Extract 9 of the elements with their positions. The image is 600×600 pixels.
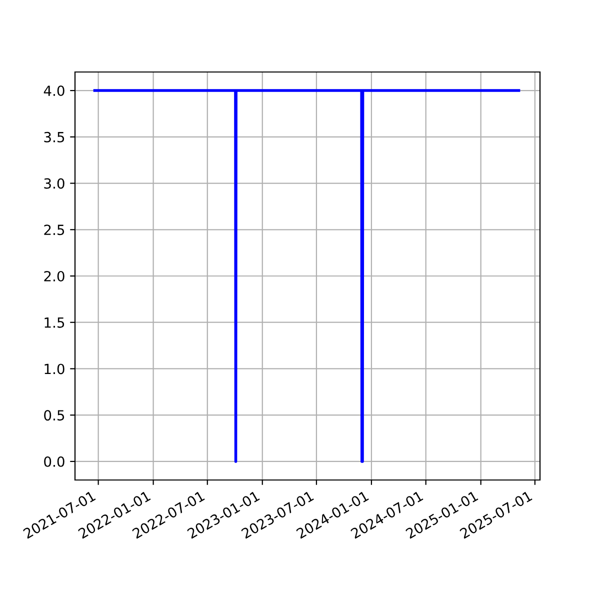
y-tick-label: 2.0 (44, 270, 64, 282)
y-tick-label: 3.5 (44, 132, 64, 142)
y-tick-label: 1.5 (44, 318, 64, 328)
y-tick-label: 2.5 (44, 224, 64, 236)
y-tick-label: 1.0 (44, 364, 64, 374)
y-tick-label: 3.0 (44, 178, 64, 189)
y-tick-label: 0.0 (44, 456, 64, 467)
y-tick-label: 4.0 (44, 86, 64, 96)
y-tick-label: 0.5 (44, 410, 64, 421)
